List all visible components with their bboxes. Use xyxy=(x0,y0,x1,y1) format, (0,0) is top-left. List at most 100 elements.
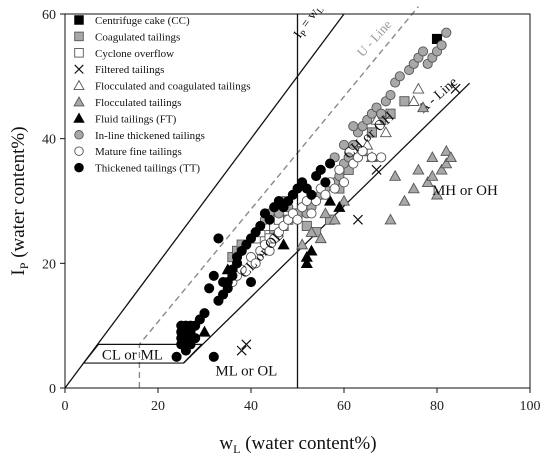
marker-circle xyxy=(320,177,331,188)
marker-circle xyxy=(171,351,182,362)
marker-circle xyxy=(74,146,84,156)
marker-triangle xyxy=(337,194,351,206)
marker-circle xyxy=(204,283,215,294)
marker-circle xyxy=(306,208,317,219)
legend-label: In-line thickened tailings xyxy=(95,130,205,142)
series-9 xyxy=(171,158,336,362)
x-tick-label: 0 xyxy=(62,399,69,414)
marker-square xyxy=(399,96,410,107)
series-3 xyxy=(236,83,461,356)
label-part: (water content%) xyxy=(240,433,376,454)
marker-circle xyxy=(436,40,447,51)
a-line-segment xyxy=(183,343,203,364)
marker-circle xyxy=(338,177,350,188)
marker-circle xyxy=(292,214,303,225)
marker-x xyxy=(450,83,461,94)
legend-label: Centrifuge cake (CC) xyxy=(95,15,190,27)
x-tick-label: 80 xyxy=(430,399,444,414)
marker-circle xyxy=(417,46,429,57)
y-tick-label: 20 xyxy=(42,257,56,272)
marker-circle xyxy=(385,89,396,101)
marker-triangle xyxy=(444,151,458,163)
marker-circle xyxy=(376,108,387,119)
marker-circle xyxy=(357,146,368,157)
label-part: I xyxy=(8,269,29,275)
legend-label: Coagulated tailings xyxy=(95,31,180,43)
y-tick-label: 40 xyxy=(42,133,56,148)
marker-circle xyxy=(441,27,452,38)
x-axis-label: wL (water content%) xyxy=(219,433,376,456)
marker-triangle xyxy=(333,201,346,212)
marker-triangle xyxy=(300,257,313,269)
marker-triangle xyxy=(73,96,85,107)
marker-circle xyxy=(264,214,275,225)
marker-triangle xyxy=(398,194,411,206)
marker-triangle xyxy=(440,144,453,156)
plot-frame xyxy=(64,13,531,389)
marker-triangle xyxy=(305,225,318,237)
marker-triangle xyxy=(440,157,453,169)
marker-triangle xyxy=(379,126,392,138)
marker-triangle xyxy=(328,213,341,225)
marker-circle xyxy=(213,233,224,244)
legend-label: Fluid tailings (FT) xyxy=(95,113,177,125)
marker-circle xyxy=(348,121,359,132)
marker-triangle xyxy=(198,325,211,337)
marker-triangle xyxy=(73,112,85,123)
marker-square xyxy=(74,15,84,25)
legend-label: Flocculated tailings xyxy=(95,97,181,109)
marker-triangle xyxy=(323,194,337,206)
marker-circle xyxy=(218,276,229,288)
marker-square xyxy=(366,127,377,138)
legend-label: Filtered tailings xyxy=(95,64,164,76)
marker-circle xyxy=(306,189,317,200)
marker-circle xyxy=(74,130,84,140)
marker-circle xyxy=(376,152,387,163)
series-4 xyxy=(361,82,425,150)
marker-triangle xyxy=(416,101,430,113)
marker-x xyxy=(371,164,382,175)
label-part: P xyxy=(298,28,309,38)
marker-circle xyxy=(250,258,261,269)
marker-x xyxy=(74,64,84,74)
marker-circle xyxy=(208,351,219,362)
marker-x xyxy=(236,345,247,356)
marker-x xyxy=(241,339,252,350)
marker-square xyxy=(74,48,84,58)
y-tick-label: 0 xyxy=(49,382,56,397)
x-tick-label: 40 xyxy=(244,399,258,414)
marker-circle xyxy=(324,158,336,169)
marker-triangle xyxy=(435,163,448,175)
label-part: (water content%) xyxy=(8,126,29,262)
marker-circle xyxy=(334,164,345,175)
marker-triangle xyxy=(277,238,290,250)
marker-circle xyxy=(208,270,219,281)
zone-label: CL or ML xyxy=(102,347,163,363)
marker-triangle xyxy=(319,207,332,219)
marker-circle xyxy=(245,276,257,288)
label-part: P xyxy=(17,262,31,269)
marker-triangle xyxy=(421,176,434,187)
marker-triangle xyxy=(314,232,327,244)
ip-equals-wl-label: IP = wL xyxy=(290,1,326,42)
x-tick-label: 20 xyxy=(151,399,165,414)
x-tick-label: 100 xyxy=(520,399,541,414)
marker-triangle xyxy=(296,238,309,250)
legend: Centrifuge cake (CC) Coagulated tailings C… xyxy=(73,15,250,175)
marker-circle xyxy=(394,71,405,82)
legend-label: Thickened tailings (TT) xyxy=(95,163,200,175)
label-part: w xyxy=(219,433,233,454)
legend-label: Flocculated and coagulated tailings xyxy=(95,81,250,93)
legend-label: Cyclone overflow xyxy=(95,48,174,60)
marker-triangle xyxy=(407,95,420,106)
marker-triangle xyxy=(412,82,425,94)
marker-square xyxy=(74,31,84,42)
marker-x xyxy=(352,214,363,225)
legend-label: Mature fine tailings xyxy=(95,146,182,158)
marker-square xyxy=(301,220,312,231)
y-tick-label: 60 xyxy=(42,8,56,23)
marker-circle xyxy=(199,308,210,319)
y-axis-label: IP (water content%) xyxy=(8,126,31,275)
marker-circle xyxy=(338,139,350,150)
